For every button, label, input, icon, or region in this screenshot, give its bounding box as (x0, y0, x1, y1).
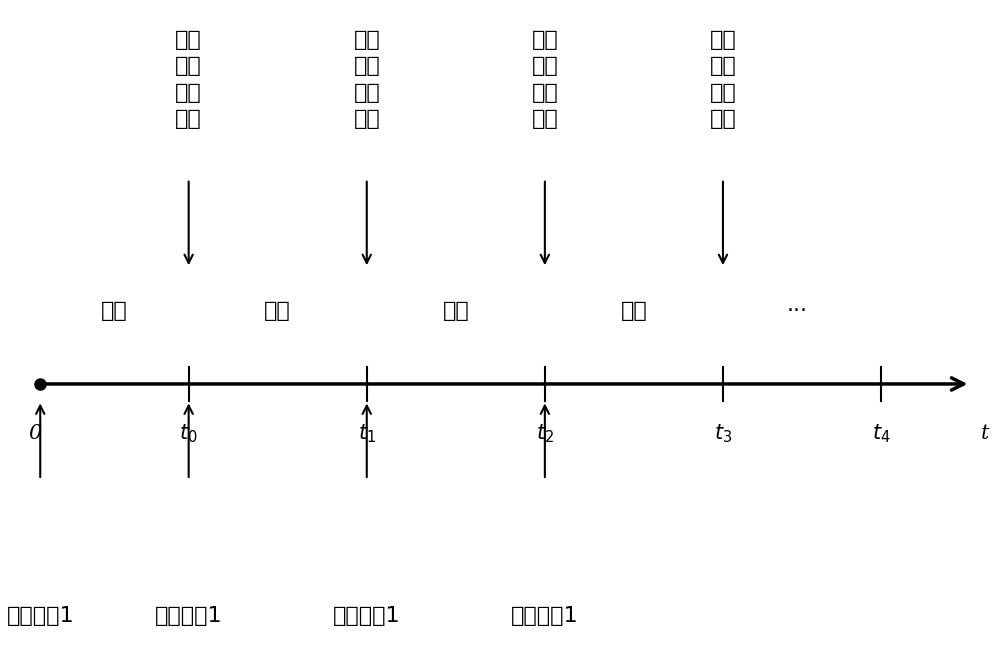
Text: 写时间片1: 写时间片1 (6, 606, 74, 626)
Text: 总线
切换
至读
操作: 总线 切换 至读 操作 (531, 30, 558, 129)
Text: ···: ··· (787, 301, 808, 321)
Text: 0: 0 (29, 424, 42, 443)
Text: $t_{3}$: $t_{3}$ (714, 422, 732, 445)
Text: 总线
切换
至读
操作: 总线 切换 至读 操作 (175, 30, 202, 129)
Text: 记录: 记录 (101, 301, 128, 321)
Text: 总线
切换
至写
操作: 总线 切换 至写 操作 (353, 30, 380, 129)
Text: 总线
切换
至写
操作: 总线 切换 至写 操作 (710, 30, 736, 129)
Text: $t_{0}$: $t_{0}$ (179, 422, 198, 445)
Text: 回放: 回放 (621, 301, 647, 321)
Text: t: t (981, 424, 989, 443)
Text: 读时间片1: 读时间片1 (511, 606, 579, 626)
Text: 写时间片1: 写时间片1 (333, 606, 401, 626)
Text: 回放: 回放 (264, 301, 291, 321)
Text: $t_{4}$: $t_{4}$ (872, 422, 891, 445)
Text: 读时间片1: 读时间片1 (155, 606, 222, 626)
Text: $t_{1}$: $t_{1}$ (358, 422, 376, 445)
Text: $t_{2}$: $t_{2}$ (536, 422, 554, 445)
Text: 记录: 记录 (442, 301, 469, 321)
